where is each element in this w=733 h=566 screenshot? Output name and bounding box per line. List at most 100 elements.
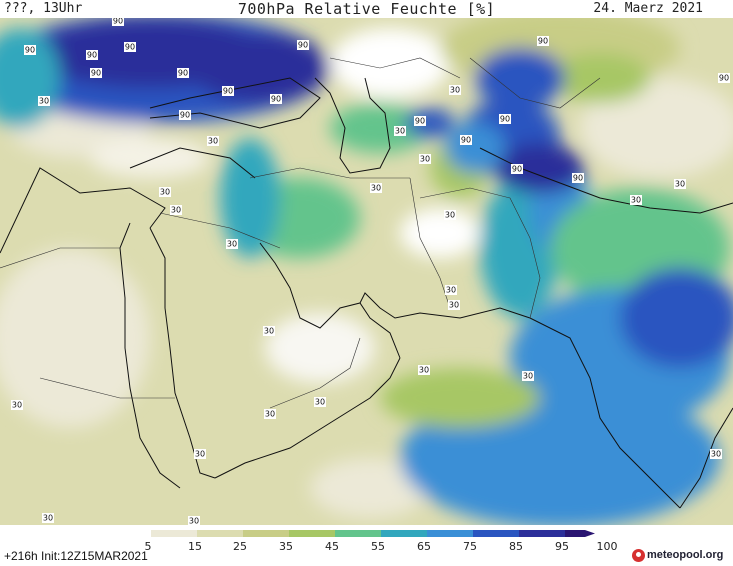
contour-label: 30 xyxy=(263,326,275,336)
contour-label: 30 xyxy=(674,179,686,189)
contour-label: 30 xyxy=(370,183,382,193)
svg-text:30: 30 xyxy=(445,211,455,220)
svg-text:30: 30 xyxy=(171,206,181,215)
legend-tick: 100 xyxy=(597,540,618,553)
contour-label: 90 xyxy=(511,164,523,174)
legend-tick: 15 xyxy=(188,540,202,553)
contour-label: 90 xyxy=(499,114,511,124)
map-title: 700hPa Relative Feuchte [%] xyxy=(237,0,496,18)
contour-label: 90 xyxy=(537,36,549,46)
svg-text:30: 30 xyxy=(39,97,49,106)
contour-label: 30 xyxy=(449,85,461,95)
svg-text:30: 30 xyxy=(711,450,721,459)
legend-swatch xyxy=(105,530,151,537)
contour-label: 30 xyxy=(522,371,534,381)
svg-text:90: 90 xyxy=(415,117,425,126)
brand-logo[interactable]: meteopool.org xyxy=(632,546,723,564)
svg-text:30: 30 xyxy=(12,401,22,410)
contour-label: 30 xyxy=(42,513,54,523)
contour-label: 30 xyxy=(264,409,276,419)
legend-tick: 85 xyxy=(509,540,523,553)
model-run-label: +216h Init:12Z15MAR2021 xyxy=(4,549,148,563)
svg-text:30: 30 xyxy=(419,366,429,375)
svg-text:90: 90 xyxy=(178,69,188,78)
legend-swatch xyxy=(427,530,473,537)
svg-text:90: 90 xyxy=(87,51,97,60)
legend-colorbar xyxy=(105,530,595,537)
contour-label: 90 xyxy=(86,50,98,60)
contour-label: 90 xyxy=(270,94,282,104)
svg-text:30: 30 xyxy=(265,410,275,419)
contour-label: 90 xyxy=(177,68,189,78)
contour-label: 30 xyxy=(170,205,182,215)
contour-label: 90 xyxy=(460,135,472,145)
contour-label: 30 xyxy=(188,516,200,525)
svg-text:30: 30 xyxy=(449,301,459,310)
svg-text:30: 30 xyxy=(631,196,641,205)
svg-text:90: 90 xyxy=(91,69,101,78)
moisture-field xyxy=(0,18,733,525)
legend-swatch xyxy=(473,530,519,537)
legend-swatch xyxy=(151,530,197,537)
svg-text:90: 90 xyxy=(180,111,190,120)
svg-text:90: 90 xyxy=(113,18,123,26)
legend-swatch xyxy=(565,530,585,537)
legend-arrow xyxy=(585,530,595,537)
contour-label: 30 xyxy=(194,449,206,459)
valid-time-label: ???, 13Uhr xyxy=(4,1,83,16)
legend-swatch xyxy=(335,530,381,537)
svg-text:90: 90 xyxy=(223,87,233,96)
svg-text:30: 30 xyxy=(315,398,325,407)
svg-text:90: 90 xyxy=(25,46,35,55)
contour-label: 90 xyxy=(414,116,426,126)
contour-label: 30 xyxy=(38,96,50,106)
legend-swatch xyxy=(289,530,335,537)
contour-label: 90 xyxy=(124,42,136,52)
legend-swatch xyxy=(519,530,565,537)
legend-swatch xyxy=(243,530,289,537)
contour-label: 90 xyxy=(718,73,730,83)
contour-label: 30 xyxy=(444,210,456,220)
svg-text:30: 30 xyxy=(195,450,205,459)
svg-text:90: 90 xyxy=(125,43,135,52)
color-legend: 5 15 25 35 45 55 65 75 85 95 100 xyxy=(105,530,618,553)
legend-tick: 5 xyxy=(145,540,152,553)
svg-text:30: 30 xyxy=(43,514,53,523)
valid-date-label: 24. Maerz 2021 xyxy=(593,1,703,16)
svg-text:90: 90 xyxy=(298,41,308,50)
contour-label: 90 xyxy=(24,45,36,55)
svg-text:90: 90 xyxy=(271,95,281,104)
legend-tick: 75 xyxy=(463,540,477,553)
contour-label: 30 xyxy=(418,365,430,375)
svg-text:30: 30 xyxy=(208,137,218,146)
legend-swatch xyxy=(197,530,243,537)
svg-text:30: 30 xyxy=(264,327,274,336)
legend-tick: 25 xyxy=(233,540,247,553)
svg-text:90: 90 xyxy=(719,74,729,83)
svg-text:30: 30 xyxy=(446,286,456,295)
legend-tick: 95 xyxy=(555,540,569,553)
contour-label: 90 xyxy=(222,86,234,96)
svg-text:90: 90 xyxy=(500,115,510,124)
svg-text:30: 30 xyxy=(160,188,170,197)
legend-swatch xyxy=(381,530,427,537)
contour-label: 90 xyxy=(572,173,584,183)
svg-text:30: 30 xyxy=(523,372,533,381)
svg-text:30: 30 xyxy=(371,184,381,193)
contour-label: 30 xyxy=(630,195,642,205)
svg-text:90: 90 xyxy=(461,136,471,145)
legend-tick: 65 xyxy=(417,540,431,553)
brand-name: meteopool.org xyxy=(647,549,724,561)
contour-label: 30 xyxy=(314,397,326,407)
contour-label: 30 xyxy=(159,187,171,197)
svg-text:30: 30 xyxy=(450,86,460,95)
svg-text:30: 30 xyxy=(395,127,405,136)
humidity-map: 90 90 90 90 90 90 90 90 90 90 90 90 90 90 90 90 90 30 30 30… xyxy=(0,18,733,525)
contour-label: 90 xyxy=(179,110,191,120)
svg-text:30: 30 xyxy=(420,155,430,164)
contour-label: 30 xyxy=(394,126,406,136)
legend-tick: 35 xyxy=(279,540,293,553)
legend-tick: 55 xyxy=(371,540,385,553)
contour-labels: 90 90 90 90 90 90 90 90 90 90 90 90 90 90 90 90 90 30 30 30… xyxy=(11,18,730,525)
contour-label: 90 xyxy=(90,68,102,78)
